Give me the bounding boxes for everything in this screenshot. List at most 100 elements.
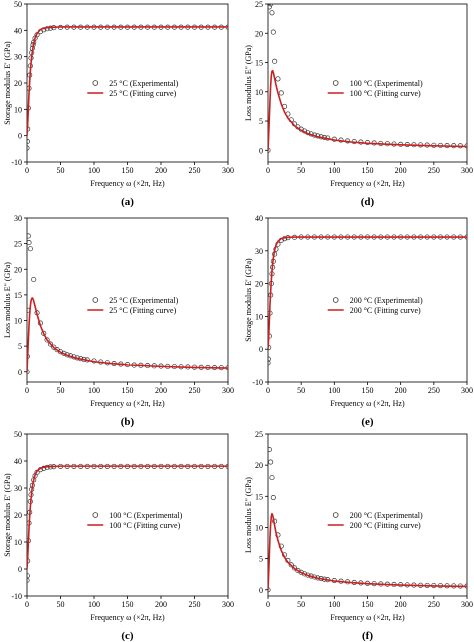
data-point <box>31 276 37 283</box>
plot-data <box>268 234 467 366</box>
series-line-fitting-curve <box>268 69 467 151</box>
x-tick-label: 0 <box>25 166 29 175</box>
data-point <box>268 4 272 10</box>
y-tick-label: -10 <box>11 592 22 601</box>
data-point <box>27 577 30 583</box>
y-tick-label: 5 <box>259 117 263 126</box>
x-tick-label: 250 <box>428 600 440 609</box>
x-tick-label: 250 <box>428 166 440 175</box>
legend-label-fitting: 25 °C (Fitting curve) <box>109 89 176 98</box>
y-tick-label: -10 <box>252 378 263 387</box>
legend-label-experimental: 100 °C (Experimental) <box>350 79 423 88</box>
panel-label: (f) <box>362 630 373 642</box>
plot-data <box>268 4 467 153</box>
x-axis-label: Frequency ω (×2π, Hz) <box>90 179 165 188</box>
y-tick-label: 20 <box>14 79 22 88</box>
y-tick-label: 5 <box>259 555 263 564</box>
y-tick-label: 25 <box>255 430 263 439</box>
x-tick-label: 100 <box>88 386 100 395</box>
data-point <box>47 341 54 347</box>
data-point <box>272 58 278 64</box>
x-axis-label: Frequency ω (×2π, Hz) <box>90 399 165 408</box>
data-point <box>278 90 284 96</box>
x-axis-label: Frequency ω (×2π, Hz) <box>330 179 405 188</box>
data-point <box>268 4 274 7</box>
y-tick-label: 20 <box>255 461 263 470</box>
y-tick-label: 20 <box>14 511 22 520</box>
x-tick-label: 0 <box>266 600 270 609</box>
x-tick-label: 200 <box>155 386 167 395</box>
chart-panel-3: 0 50 100 150 200 250 300 0 5 10 15 20 25 Frequency ω … <box>244 0 473 208</box>
data-point <box>27 145 30 151</box>
data-point <box>270 494 276 501</box>
y-tick-label: 0 <box>259 345 263 354</box>
data-point <box>269 10 275 16</box>
y-tick-label: -10 <box>11 158 22 167</box>
data-point <box>288 562 294 568</box>
x-tick-label: 200 <box>155 600 167 609</box>
panel-label: (d) <box>361 196 375 208</box>
legend-marker-experimental <box>332 512 339 518</box>
data-point <box>27 138 30 145</box>
x-tick-label: 250 <box>189 166 201 175</box>
data-point <box>268 447 272 453</box>
y-tick-label: 10 <box>255 523 263 532</box>
data-point <box>270 29 276 35</box>
data-point <box>27 240 32 246</box>
plot-data <box>27 463 228 583</box>
y-tick-label: 40 <box>14 26 22 35</box>
x-tick-label: 0 <box>266 386 270 395</box>
x-tick-label: 100 <box>328 386 340 395</box>
legend-label-experimental: 200 °C (Experimental) <box>350 511 423 520</box>
y-tick-label: 15 <box>14 291 22 300</box>
data-point <box>268 459 274 465</box>
y-axis-label: Loss modulus E" (GPa) <box>3 262 12 338</box>
y-tick-label: 30 <box>14 214 22 223</box>
y-axis-label: Loss modulus E" (GPa) <box>244 477 253 553</box>
x-tick-label: 250 <box>189 600 201 609</box>
x-tick-label: 50 <box>297 600 305 609</box>
data-point <box>298 569 304 575</box>
y-tick-label: 0 <box>259 146 263 155</box>
x-tick-label: 300 <box>222 166 234 175</box>
legend-label-fitting: 25 °C (Fitting curve) <box>109 306 176 315</box>
legend-marker-experimental <box>332 297 339 303</box>
y-tick-label: 10 <box>14 105 22 114</box>
y-tick-label: 10 <box>14 317 22 326</box>
data-point <box>268 587 271 593</box>
y-tick-label: 30 <box>14 53 22 62</box>
data-point <box>44 337 50 343</box>
legend-label-experimental: 25 °C (Experimental) <box>109 79 178 88</box>
x-axis-label: Frequency ω (×2π, Hz) <box>330 613 405 622</box>
plot-data <box>27 233 228 375</box>
y-tick-label: 0 <box>18 565 22 574</box>
x-tick-label: 300 <box>461 600 473 609</box>
x-tick-label: 300 <box>461 166 473 175</box>
legend-label-fitting: 200 °C (Fitting curve) <box>350 306 421 315</box>
data-point <box>275 76 281 82</box>
legend-marker-experimental <box>332 80 339 86</box>
x-tick-label: 100 <box>88 600 100 609</box>
x-tick-label: 150 <box>122 386 134 395</box>
data-point <box>268 147 271 153</box>
data-point <box>51 344 57 350</box>
chart-panel-5: 0 50 100 150 200 250 300 0 5 10 15 20 25 Frequency ω … <box>244 430 473 642</box>
plot-data <box>268 447 467 593</box>
data-point <box>268 360 271 366</box>
panel-label: (e) <box>361 416 374 428</box>
plot-data <box>27 24 228 151</box>
y-tick-label: 10 <box>14 538 22 547</box>
x-tick-label: 150 <box>122 600 134 609</box>
data-point <box>57 349 64 355</box>
series-line-fitting-curve <box>27 26 228 136</box>
data-point <box>291 565 298 571</box>
x-tick-label: 300 <box>461 386 473 395</box>
x-tick-label: 50 <box>57 386 65 395</box>
x-tick-label: 50 <box>297 386 305 395</box>
x-tick-label: 300 <box>222 600 234 609</box>
data-point <box>27 233 31 239</box>
data-point <box>269 475 275 481</box>
chart-panel-0: 0 50 100 150 200 250 300-1001020304050Frequenc… <box>3 0 234 208</box>
series-line-fitting-curve <box>27 297 228 372</box>
y-tick-label: 40 <box>14 457 22 466</box>
